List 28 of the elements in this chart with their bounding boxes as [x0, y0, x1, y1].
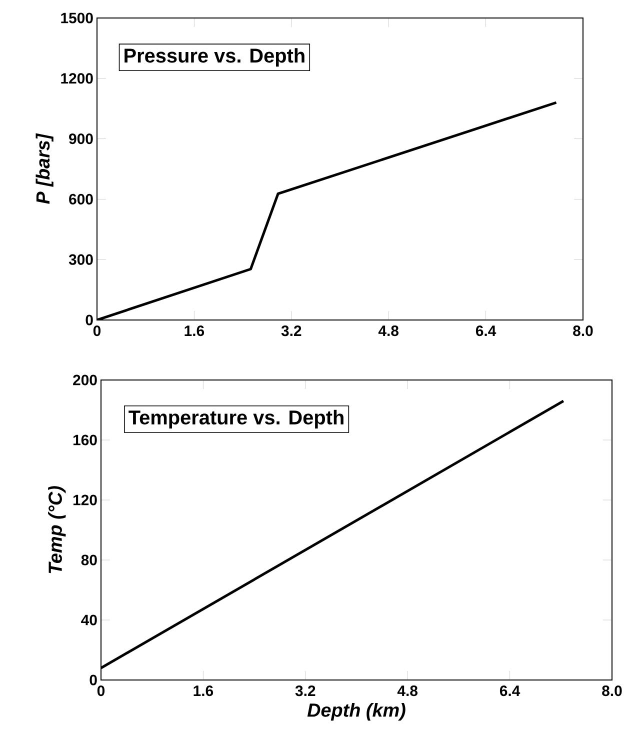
x-tick-label: 1.6 — [194, 686, 214, 696]
x-tick-label: 8.0 — [573, 326, 593, 336]
x-tick-label: 6.4 — [500, 686, 520, 696]
y-tick-label: 1200 — [61, 73, 93, 84]
x-axis-title: Depth (km) — [308, 702, 406, 721]
y-axis-title: P [bars] — [36, 133, 54, 204]
y-tick-label: 0 — [86, 314, 93, 326]
y-tick-label: 120 — [74, 494, 97, 506]
y-tick-label: 900 — [69, 134, 93, 144]
x-tick-label: 6.4 — [476, 326, 496, 336]
text: Pressure vs. Depth — [124, 48, 305, 67]
y-axis-title: Temp (°C) — [48, 486, 66, 574]
x-tick-label: 4.8 — [398, 686, 418, 696]
y-tick-label: 40 — [81, 614, 97, 626]
y-tick-label: 600 — [69, 194, 93, 204]
y-tick-label: 200 — [73, 374, 97, 386]
x-tick-label: 8.0 — [602, 686, 622, 696]
y-tick-label: 1500 — [61, 12, 93, 24]
text: Temperature vs. Depth — [128, 410, 344, 428]
y-tick-label: 80 — [81, 554, 97, 566]
y-tick-label: 300 — [69, 254, 93, 265]
x-tick-label: 1.6 — [184, 326, 204, 336]
x-tick-label: 0 — [98, 686, 105, 696]
x-tick-label: 4.8 — [378, 326, 399, 336]
y-tick-label: 0 — [90, 674, 97, 686]
y-tick-label: 160 — [74, 434, 97, 446]
x-tick-label: 3.2 — [295, 686, 316, 696]
x-tick-label: 3.2 — [281, 326, 302, 336]
